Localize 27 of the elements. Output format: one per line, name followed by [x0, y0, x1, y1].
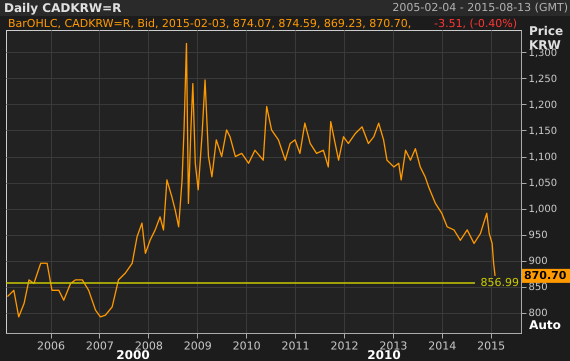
y-tick-label: 1,200 — [528, 100, 558, 111]
x-tick-label: 2011 — [282, 340, 310, 352]
y-tick-label: 1,000 — [528, 204, 558, 216]
text: Daily CADKRW=R — [4, 1, 122, 15]
y-tick-label: 1,050 — [528, 178, 558, 190]
text: -3.51, (-0.40%) — [434, 17, 518, 30]
text: BarOHLC, CADKRW=R, Bid, 2015-02-03, 874.07, 874.59, 869.23, 870.70, — [8, 17, 412, 30]
x-tick-label: 2014 — [428, 340, 456, 352]
x-tick-label: 2012 — [330, 340, 358, 352]
text: 2005-02-04 - 2015-08-13 (GMT) — [392, 1, 568, 14]
text: 870.70 — [524, 268, 567, 282]
x-tick-label: 2006 — [37, 340, 66, 352]
y-tick-label: 1,250 — [528, 74, 558, 85]
y-tick-label: 800 — [528, 308, 548, 320]
y-tick-label: 1,100 — [528, 152, 558, 164]
text: 2010 — [367, 348, 401, 361]
text: Auto — [529, 318, 561, 332]
y-tick-label: 850 — [528, 282, 548, 294]
x-tick-label: 2015 — [477, 340, 506, 352]
y-tick-label: 900 — [528, 256, 548, 268]
x-tick-label: 2007 — [86, 340, 114, 352]
y-tick-label: 1,150 — [528, 126, 558, 137]
text: 2000 — [116, 348, 150, 361]
x-tick-label: 2010 — [232, 340, 261, 352]
x-tick-label: 2009 — [184, 340, 212, 352]
ref-line-label: 856.99 — [480, 276, 519, 290]
y-tick-label: 950 — [528, 230, 548, 242]
